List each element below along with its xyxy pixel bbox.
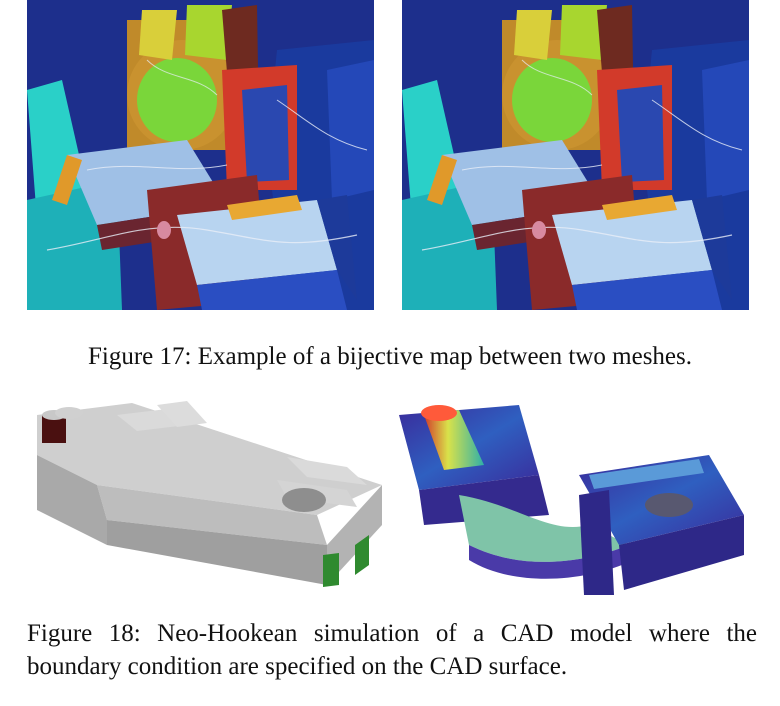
figure-17 — [27, 0, 749, 310]
figure-17-caption: Figure 17: Example of a bijective map be… — [88, 343, 692, 370]
figure-18-cad-model — [37, 401, 382, 587]
figure-18-caption: Figure 18: Neo-Hookean simulation of a C… — [27, 620, 757, 680]
figure-17-left-panel — [27, 0, 374, 310]
figure-18 — [27, 395, 757, 605]
figure-17-right-panel — [402, 0, 749, 310]
figure-18-simulation — [399, 405, 744, 595]
